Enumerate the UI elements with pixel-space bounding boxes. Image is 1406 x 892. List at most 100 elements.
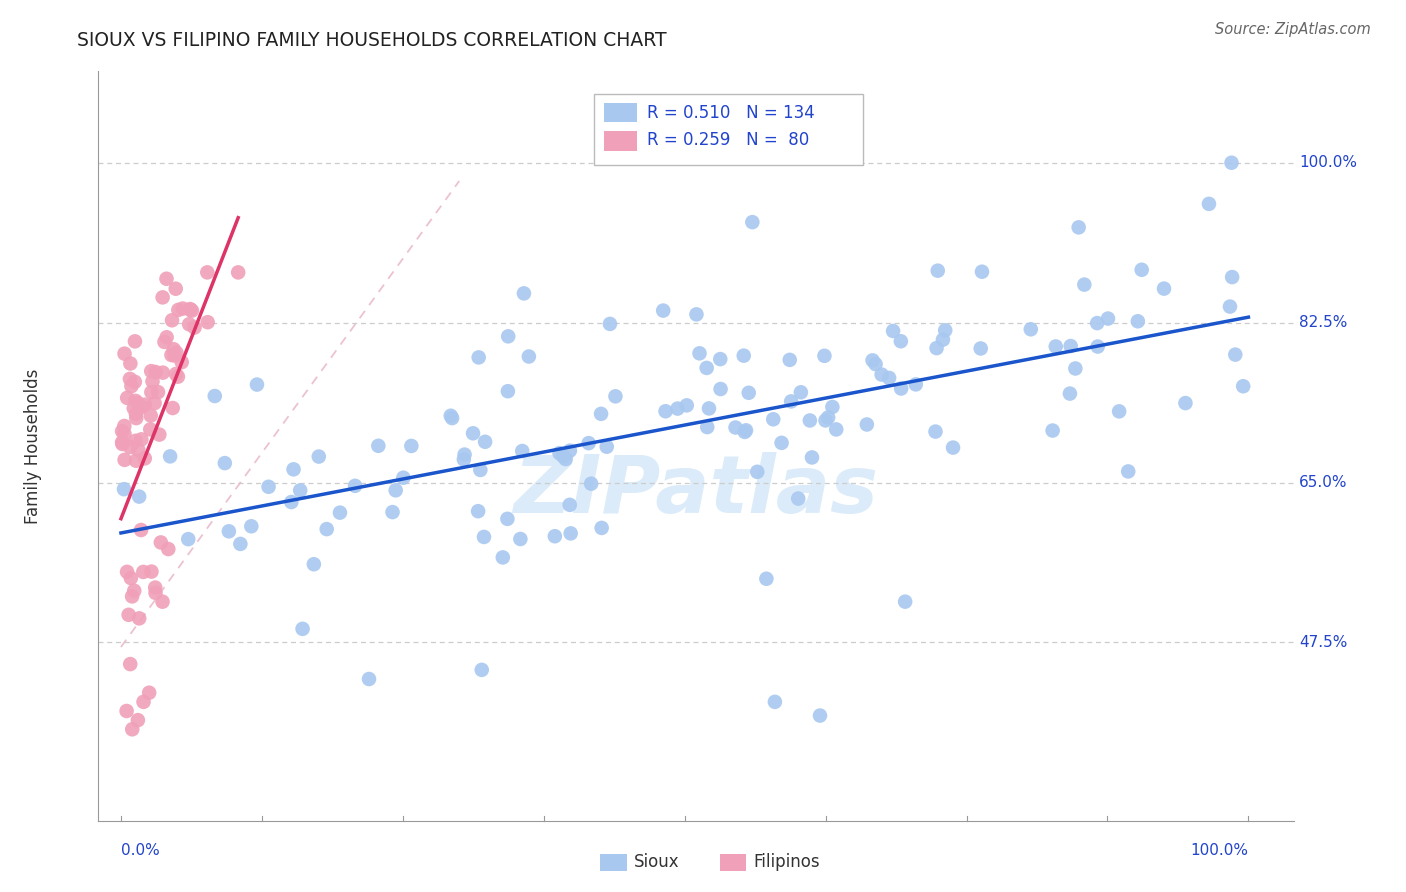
Point [179, 318, 201, 332]
Point [122, 583, 145, 598]
Point [134, 451, 156, 466]
Point [471, 663, 494, 677]
Point [121, 590, 143, 604]
Point [114, 426, 136, 441]
Point [492, 550, 515, 565]
Point [1045, 339, 1067, 353]
Point [1097, 311, 1119, 326]
Point [127, 442, 149, 457]
Point [291, 622, 314, 636]
Point [165, 367, 187, 381]
Point [145, 586, 167, 600]
Point [1116, 465, 1139, 479]
Point [467, 504, 489, 518]
Point [801, 450, 824, 465]
Point [170, 355, 193, 369]
Point [1174, 396, 1197, 410]
Point [148, 427, 170, 442]
Point [894, 595, 917, 609]
Point [114, 346, 136, 360]
Point [172, 301, 194, 316]
Point [787, 491, 810, 506]
Point [156, 330, 179, 344]
Point [932, 333, 955, 347]
Point [1042, 424, 1064, 438]
Point [392, 471, 415, 485]
Point [724, 420, 747, 434]
Point [115, 391, 138, 405]
Point [440, 409, 463, 423]
Point [970, 265, 993, 279]
Point [153, 334, 176, 349]
Point [111, 435, 134, 450]
Point [159, 450, 181, 464]
FancyBboxPatch shape [605, 131, 637, 151]
Point [1220, 270, 1243, 285]
Point [160, 348, 183, 362]
Point [120, 379, 142, 393]
Point [513, 286, 536, 301]
Point [685, 307, 707, 321]
Point [496, 384, 519, 399]
Point [890, 334, 912, 349]
Point [141, 375, 163, 389]
Point [218, 524, 240, 539]
Point [120, 657, 142, 672]
Text: Family Households: Family Households [24, 368, 42, 524]
Point [1108, 404, 1130, 418]
Point [474, 434, 496, 449]
Point [183, 320, 205, 334]
Point [141, 385, 163, 400]
Point [741, 215, 763, 229]
Point [799, 413, 821, 427]
Point [470, 463, 492, 477]
Point [129, 523, 152, 537]
Point [472, 530, 495, 544]
Point [709, 352, 731, 367]
Point [112, 482, 135, 496]
Point [755, 572, 778, 586]
Point [675, 398, 697, 412]
Point [734, 425, 756, 439]
Point [152, 290, 174, 304]
Point [877, 371, 900, 385]
Point [124, 334, 146, 349]
Point [1059, 386, 1081, 401]
Text: 65.0%: 65.0% [1299, 475, 1348, 490]
Text: R = 0.259   N =  80: R = 0.259 N = 80 [647, 131, 810, 149]
Point [1126, 314, 1149, 328]
Point [1067, 220, 1090, 235]
Point [124, 393, 146, 408]
Point [162, 343, 184, 357]
Point [865, 357, 887, 371]
Point [197, 315, 219, 329]
FancyBboxPatch shape [595, 94, 863, 165]
Point [302, 558, 325, 572]
Point [747, 465, 769, 479]
Point [882, 324, 904, 338]
Point [710, 382, 733, 396]
Point [157, 542, 180, 557]
Point [544, 529, 567, 543]
Point [125, 407, 148, 421]
Point [509, 532, 531, 546]
FancyBboxPatch shape [720, 855, 747, 871]
Point [813, 349, 835, 363]
Point [167, 369, 190, 384]
Point [735, 423, 758, 437]
Point [132, 695, 155, 709]
Point [808, 708, 831, 723]
Point [112, 419, 135, 434]
Point [1220, 155, 1243, 169]
Point [733, 349, 755, 363]
Point [180, 303, 202, 318]
Point [927, 263, 949, 277]
Point [554, 452, 576, 467]
Text: ZIPatlas: ZIPatlas [513, 452, 879, 530]
Point [496, 329, 519, 343]
Point [139, 409, 162, 423]
Point [257, 480, 280, 494]
Point [177, 532, 200, 546]
Point [696, 420, 718, 434]
Point [779, 352, 801, 367]
